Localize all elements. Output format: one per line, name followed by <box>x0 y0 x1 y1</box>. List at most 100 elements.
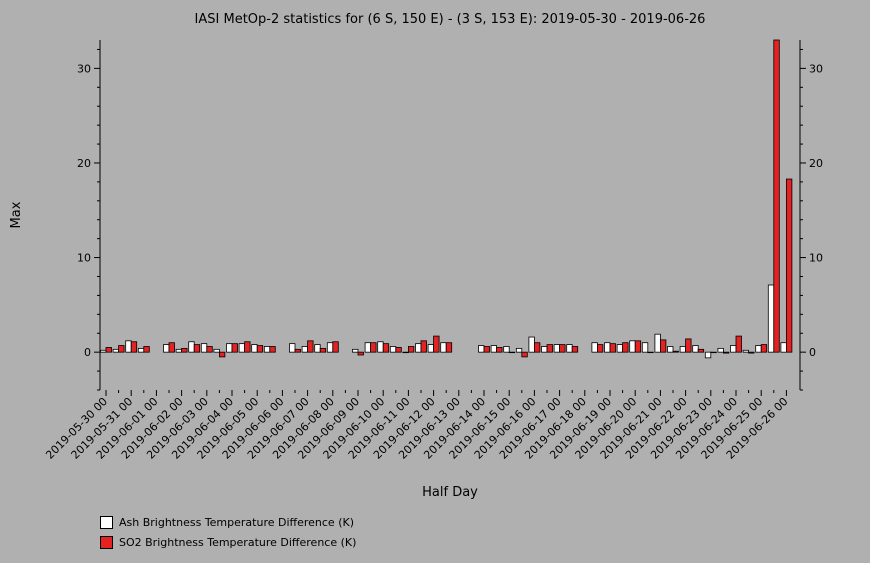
bar-ash <box>251 344 258 353</box>
bar-so2 <box>685 338 692 353</box>
bar-ash <box>566 344 573 353</box>
bar-ash <box>541 346 548 353</box>
legend-swatch-ash <box>100 515 113 529</box>
y-axis-label: Max <box>9 201 24 228</box>
bar-so2 <box>483 346 490 353</box>
bar-so2 <box>407 346 415 353</box>
bar-ash <box>679 346 686 353</box>
bar-so2 <box>773 39 780 353</box>
legend-item-ash: Ash Brightness Temperature Difference (K… <box>100 512 356 532</box>
legend: Ash Brightness Temperature Difference (K… <box>100 512 356 552</box>
bar-so2 <box>433 335 440 353</box>
chart-title: IASI MetOp-2 statistics for (6 S, 150 E)… <box>195 12 706 27</box>
bar-ash <box>100 349 107 353</box>
bar-ash <box>427 344 435 353</box>
bar-ash <box>440 342 447 353</box>
bar-so2 <box>521 351 528 358</box>
y-tick-label-right: 10 <box>809 252 823 265</box>
bar-so2 <box>723 351 730 354</box>
bar-ash <box>629 340 636 353</box>
bar-ash <box>742 349 749 353</box>
bar-ash <box>238 343 246 353</box>
y-tick-label-right: 0 <box>809 346 816 359</box>
bar-ash <box>490 345 498 353</box>
bar-so2 <box>206 346 213 353</box>
legend-label-ash: Ash Brightness Temperature Difference (K… <box>119 515 354 529</box>
bar-so2 <box>181 347 188 353</box>
bar-ash <box>226 343 233 353</box>
bar-ash <box>604 342 611 353</box>
legend-swatch-so2 <box>100 535 113 549</box>
bar-ash <box>137 347 145 353</box>
bar-ash <box>591 342 598 353</box>
x-axis-label: Half Day <box>422 485 478 500</box>
bar-so2 <box>760 344 768 353</box>
legend-label-so2: SO2 Brightness Temperature Difference (K… <box>119 535 357 549</box>
legend-item-so2: SO2 Brightness Temperature Difference (K… <box>100 532 356 552</box>
bar-ash <box>213 348 220 353</box>
bar-ash <box>289 343 296 353</box>
bar-ash <box>515 347 523 353</box>
bar-so2 <box>496 347 503 353</box>
bar-ash <box>326 342 334 353</box>
bar-so2 <box>748 351 755 354</box>
bar-so2 <box>559 344 566 353</box>
bar-so2 <box>508 351 516 354</box>
bar-so2 <box>319 347 327 353</box>
bar-so2 <box>597 344 604 353</box>
bar-so2 <box>546 344 553 353</box>
bar-so2 <box>647 351 654 354</box>
bar-so2 <box>168 342 175 353</box>
bar-ash <box>314 344 321 353</box>
bar-so2 <box>634 340 642 353</box>
bar-so2 <box>294 348 301 353</box>
bar-so2 <box>370 342 377 353</box>
bar-so2 <box>660 339 667 353</box>
bar-so2 <box>735 335 742 353</box>
bar-so2 <box>193 344 201 353</box>
bar-so2 <box>672 350 679 353</box>
bar-ash <box>755 345 762 353</box>
bar-so2 <box>357 351 364 356</box>
bar-so2 <box>256 345 264 353</box>
bar-so2 <box>118 345 125 353</box>
bar-ash <box>175 348 183 353</box>
bar-ash <box>654 333 661 353</box>
bar-ash <box>641 342 649 353</box>
bar-ash <box>478 345 485 353</box>
y-tick-label-left: 20 <box>77 157 91 170</box>
bar-so2 <box>445 342 453 353</box>
bar-so2 <box>609 343 616 353</box>
bar-so2 <box>622 342 629 353</box>
bar-ash <box>704 351 712 359</box>
bar-so2 <box>143 346 150 353</box>
bar-ash <box>125 340 132 353</box>
bar-ash <box>780 342 787 353</box>
bar-so2 <box>231 343 238 353</box>
bar-ash <box>717 347 724 353</box>
bar-so2 <box>218 351 226 358</box>
y-tick-label-right: 30 <box>809 62 823 75</box>
bar-so2 <box>710 351 717 354</box>
bar-ash <box>692 345 699 353</box>
y-tick-label-left: 30 <box>77 62 91 75</box>
y-tick-label-right: 20 <box>809 157 823 170</box>
bar-ash <box>730 345 737 353</box>
bar-ash <box>112 348 119 353</box>
bar-so2 <box>105 347 112 353</box>
bar-ash <box>667 346 674 353</box>
bar-so2 <box>269 346 276 353</box>
bar-so2 <box>307 340 314 353</box>
bar-ash <box>503 346 510 353</box>
bar-ash <box>415 343 422 353</box>
bar-ash <box>402 351 409 354</box>
bar-so2 <box>130 341 138 353</box>
bar-ash <box>377 341 384 353</box>
bar-ash <box>553 344 560 353</box>
bar-ash <box>767 284 775 353</box>
bar-ash <box>188 341 195 353</box>
bar-ash <box>528 336 535 353</box>
bar-ash <box>263 346 271 353</box>
